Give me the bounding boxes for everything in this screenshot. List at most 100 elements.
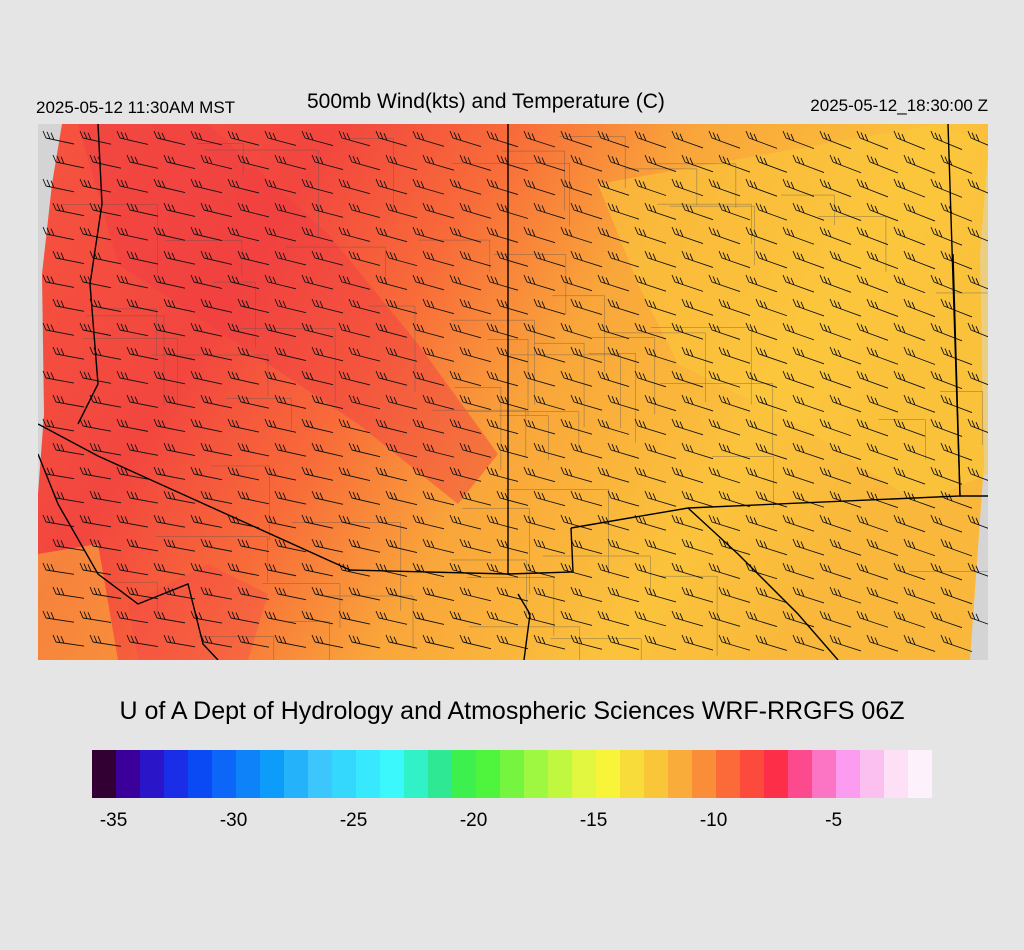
wind-barb (570, 442, 603, 459)
wind-barb (274, 394, 307, 409)
wind-barb (644, 154, 677, 173)
wind-barb (348, 442, 381, 458)
wind-barb (560, 274, 593, 292)
wind-barb (903, 442, 936, 461)
wind-barb (449, 514, 482, 530)
colorbar-swatch (356, 750, 380, 798)
colorbar-swatch (332, 750, 356, 798)
wind-barb (718, 346, 751, 364)
wind-barb (634, 418, 667, 436)
wind-barb (89, 250, 122, 265)
county-line (418, 239, 491, 272)
wind-barb (264, 418, 297, 433)
wind-barb (126, 202, 159, 217)
wind-barb (422, 634, 455, 649)
wind-barb (708, 178, 741, 197)
wind-barb (967, 370, 988, 386)
wind-barb (52, 298, 85, 312)
local-time: 2025-05-12 11:30AM MST (36, 98, 236, 117)
wind-barb (348, 538, 381, 553)
wind-barb (681, 586, 714, 603)
wind-barb (227, 130, 260, 146)
county-line (502, 150, 565, 211)
colorbar-swatch (692, 750, 716, 798)
wind-barb (533, 154, 566, 172)
wind-barb (597, 514, 630, 531)
wind-barb (819, 514, 852, 532)
wind-barb (967, 562, 988, 577)
wind-barb (819, 562, 852, 580)
wind-barb (375, 370, 408, 386)
colorbar-tick-label: -35 (99, 810, 128, 831)
wind-barb (745, 226, 778, 245)
wind-barb (560, 610, 593, 626)
state-borders (38, 124, 988, 660)
county-line (226, 398, 292, 430)
wind-barb (708, 466, 741, 484)
county-line (288, 621, 330, 660)
wind-barb (486, 418, 519, 435)
wind-barb (200, 394, 233, 409)
wind-barb (607, 634, 640, 650)
wind-barb (644, 538, 677, 555)
wind-barb (42, 610, 75, 623)
wind-barb (190, 610, 223, 624)
wind-barb (385, 442, 418, 458)
wind-barb (301, 130, 334, 147)
wind-barb (866, 154, 899, 174)
wind-barb (644, 298, 677, 316)
wind-barb (755, 442, 788, 460)
wind-barb (819, 610, 852, 628)
wind-barb (607, 298, 640, 316)
wind-barb (903, 250, 936, 270)
wind-barb (459, 346, 492, 363)
colorbar-swatch (644, 750, 668, 798)
wind-barb (375, 418, 408, 434)
wind-barb (311, 394, 344, 410)
wind-barb (856, 226, 889, 246)
wind-barb (755, 250, 788, 269)
wind-barb (375, 610, 408, 625)
wind-barb (42, 418, 75, 432)
wind-barb (200, 298, 233, 313)
county-line (552, 295, 605, 373)
wind-barb (903, 538, 936, 557)
wind-barb (570, 538, 603, 555)
wind-barb (570, 298, 603, 316)
county-line (325, 595, 414, 650)
wind-barb (893, 418, 926, 437)
wind-barb (940, 490, 973, 509)
wind-barb (681, 634, 714, 651)
wind-barb (163, 346, 196, 361)
county-line (669, 205, 755, 266)
wind-barb (856, 370, 889, 389)
wind-barb (153, 226, 186, 241)
wind-barb (89, 154, 122, 169)
county-line (451, 319, 535, 405)
wind-barb (449, 610, 482, 626)
wind-barb (237, 490, 270, 505)
wind-barb (829, 586, 862, 604)
wind-barb (301, 418, 334, 433)
wind-barb (163, 490, 196, 504)
wind-barb (792, 394, 825, 413)
wind-barb (42, 274, 75, 288)
wind-barb (52, 346, 85, 360)
wind-barb (126, 538, 159, 552)
wind-barb (338, 466, 371, 482)
colorbar-swatch (524, 750, 548, 798)
colorbar-swatch (236, 750, 260, 798)
wind-barb (634, 562, 667, 579)
colorbar-swatch (884, 750, 908, 798)
wind-barb (52, 538, 85, 551)
wind-barb (486, 226, 519, 243)
colorbar-swatch (380, 750, 404, 798)
wind-barb (533, 490, 566, 507)
weather-map (38, 124, 988, 660)
county-line (213, 281, 256, 349)
wind-barb (237, 394, 270, 409)
wind-barb (163, 154, 196, 170)
wind-barb (792, 634, 825, 652)
wind-barb (412, 610, 445, 625)
wind-barb (200, 202, 233, 218)
